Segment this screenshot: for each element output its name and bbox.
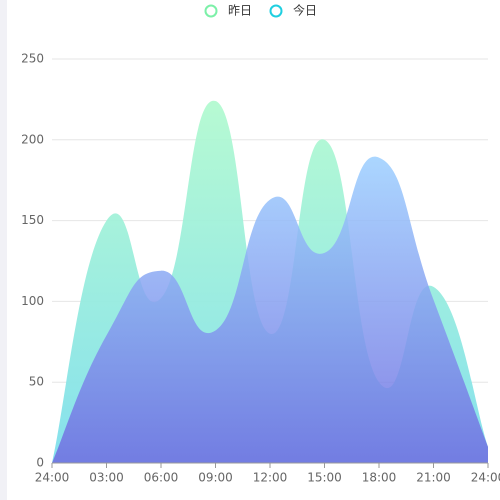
x-tick-label: 18:00	[362, 471, 397, 485]
y-tick-label: 0	[36, 456, 44, 470]
legend-icon	[269, 4, 283, 18]
x-tick-label: 09:00	[198, 471, 233, 485]
x-tick-label: 12:00	[253, 471, 288, 485]
x-tick-label: 21:00	[416, 471, 451, 485]
side-strip	[0, 0, 7, 500]
legend-label: 昨日	[228, 4, 252, 18]
y-tick-label: 250	[21, 52, 44, 66]
x-tick-label: 06:00	[144, 471, 179, 485]
area	[52, 156, 488, 463]
y-tick-label: 50	[29, 375, 44, 389]
legend-icon	[204, 4, 218, 18]
y-tick-label: 150	[21, 213, 44, 227]
x-tick-label: 24:00	[35, 471, 70, 485]
x-tick-label: 24:00	[471, 471, 500, 485]
legend-label: 今日	[293, 3, 317, 18]
x-tick-label: 03:00	[89, 471, 124, 485]
y-tick-label: 100	[21, 294, 44, 308]
x-tick-label: 15:00	[307, 471, 342, 485]
y-tick-label: 200	[21, 132, 44, 146]
